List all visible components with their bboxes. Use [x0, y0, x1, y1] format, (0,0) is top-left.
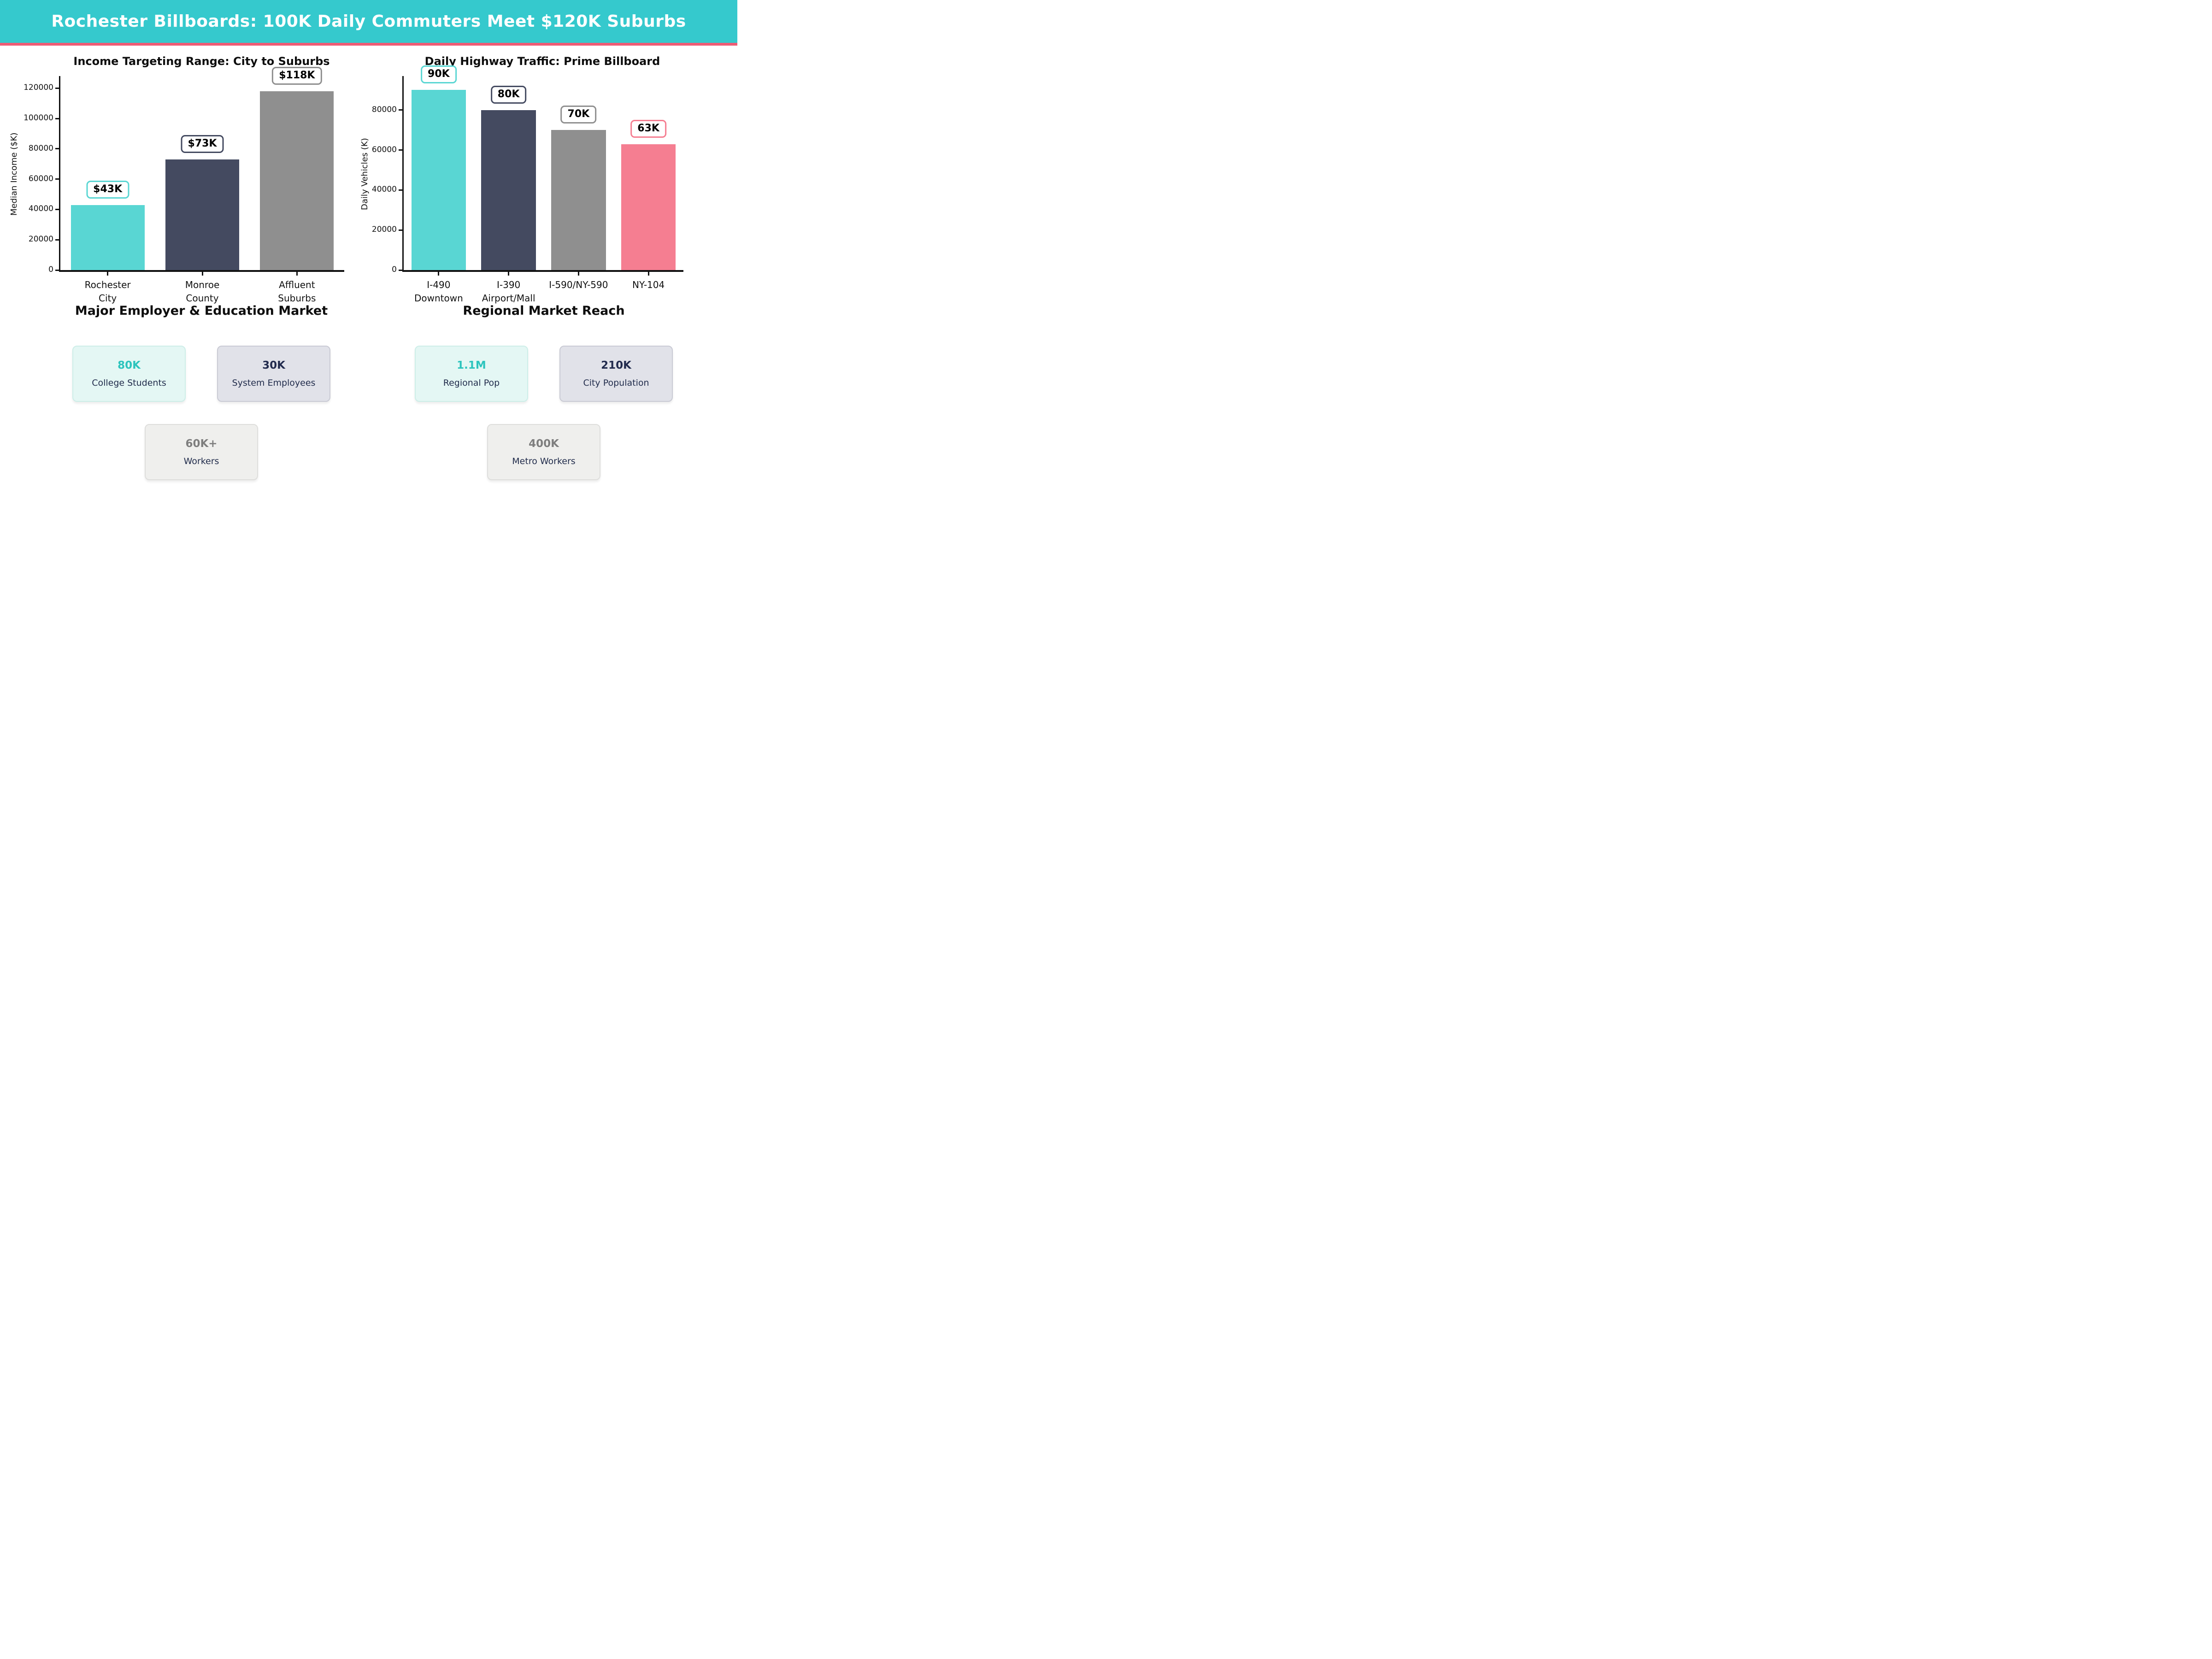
bar-value-label: $73K [181, 135, 224, 153]
stat-card-metro-workers: 400K Metro Workers [487, 424, 600, 480]
stat-label: Regional Pop [443, 378, 500, 388]
stat-value: 400K [529, 438, 559, 450]
y-tick-mark [399, 109, 402, 111]
y-tick-label: 40000 [28, 204, 53, 214]
bar-value-label: 90K [421, 65, 457, 84]
stat-card-city-population: 210K City Population [559, 346, 673, 402]
bar-I-590/NY-590 [551, 130, 606, 270]
y-tick-mark [399, 229, 402, 231]
bar-value-label: 63K [630, 119, 666, 138]
income-bar-chart: Income Targeting Range: City to Suburbs … [5, 47, 348, 308]
y-tick-label: 40000 [371, 185, 397, 194]
stat-card-regional-pop: 1.1M Regional Pop [415, 346, 528, 402]
x-tick-label: Monroe County [185, 279, 220, 304]
stat-label: System Employees [232, 378, 316, 388]
regional-reach-section: Regional Market Reach 1.1M Regional Pop … [369, 297, 719, 528]
stat-value: 1.1M [457, 359, 486, 371]
chart-title: Income Targeting Range: City to Suburbs [73, 55, 330, 68]
x-tick-mark [107, 272, 109, 276]
stat-label: City Population [583, 378, 649, 388]
bar-Monroe County [165, 159, 240, 270]
stat-label: College Students [92, 378, 166, 388]
y-tick-label: 60000 [28, 174, 53, 183]
bar-Affluent Suburbs [260, 91, 334, 270]
employer-education-section: Major Employer & Education Market 80K Co… [26, 297, 377, 528]
bar-Rochester City [71, 205, 145, 270]
y-tick-mark [55, 239, 59, 241]
x-tick-mark [201, 272, 203, 276]
stat-card-system-employees: 30K System Employees [217, 346, 330, 402]
bar-I-390 Airport/Mall [481, 110, 536, 270]
bar-value-label: 80K [490, 85, 527, 104]
page-title: Rochester Billboards: 100K Daily Commute… [51, 12, 686, 31]
x-tick-label: I-490 Downtown [414, 279, 463, 304]
x-tick-label: NY-104 [632, 279, 665, 290]
bar-value-label: 70K [560, 106, 597, 124]
x-tick-mark [296, 272, 298, 276]
y-tick-mark [55, 269, 59, 271]
x-tick-mark [508, 272, 510, 276]
x-tick-label: I-390 Airport/Mall [482, 279, 535, 304]
section-title: Regional Market Reach [463, 304, 625, 318]
y-tick-mark [55, 208, 59, 210]
x-tick-label: I-590/NY-590 [549, 279, 608, 290]
x-tick-mark [438, 272, 440, 276]
y-tick-label: 80000 [371, 105, 397, 114]
bar-value-label: $118K [272, 66, 322, 85]
chart-title: Daily Highway Traffic: Prime Billboard [424, 55, 660, 68]
stat-value: 210K [601, 359, 631, 371]
y-tick-mark [55, 118, 59, 119]
stat-value: 60K+ [185, 438, 218, 450]
y-tick-label: 120000 [24, 83, 53, 93]
y-tick-label: 0 [48, 265, 53, 274]
header-banner: Rochester Billboards: 100K Daily Commute… [0, 0, 737, 46]
y-tick-label: 0 [392, 265, 397, 274]
stat-label: Metro Workers [512, 456, 576, 466]
stat-label: Workers [183, 456, 219, 466]
dashboard-page: Rochester Billboards: 100K Daily Commute… [0, 0, 737, 553]
x-tick-label: Affluent Suburbs [278, 279, 316, 304]
y-tick-label: 60000 [371, 145, 397, 154]
y-tick-mark [399, 269, 402, 271]
plot-area: 0 20000 40000 60000 80000 100000 120000 $43K Roc… [24, 66, 344, 304]
x-tick-mark [577, 272, 579, 276]
y-tick-mark [55, 148, 59, 150]
y-tick-label: 20000 [371, 225, 397, 235]
y-tick-mark [55, 178, 59, 180]
section-title: Major Employer & Education Market [75, 304, 328, 318]
plot-area: 0 20000 40000 60000 80000 90K I-490 Downtown 80… [372, 65, 683, 304]
traffic-bar-chart: Daily Highway Traffic: Prime Billboard D… [347, 47, 687, 308]
bar-NY-104 [621, 144, 676, 270]
y-tick-label: 80000 [28, 143, 53, 153]
stat-card-workers: 60K+ Workers [145, 424, 258, 480]
bar-value-label: $43K [86, 180, 129, 199]
y-tick-mark [399, 149, 402, 151]
y-tick-mark [399, 189, 402, 191]
x-tick-label: Rochester City [84, 279, 131, 304]
y-tick-label: 20000 [28, 235, 53, 244]
x-tick-mark [647, 272, 649, 276]
stat-value: 80K [118, 359, 141, 371]
y-tick-mark [55, 87, 59, 89]
stat-value: 30K [262, 359, 285, 371]
stat-card-college-students: 80K College Students [72, 346, 186, 402]
bar-I-490 Downtown [411, 90, 466, 270]
y-tick-label: 100000 [24, 113, 53, 123]
